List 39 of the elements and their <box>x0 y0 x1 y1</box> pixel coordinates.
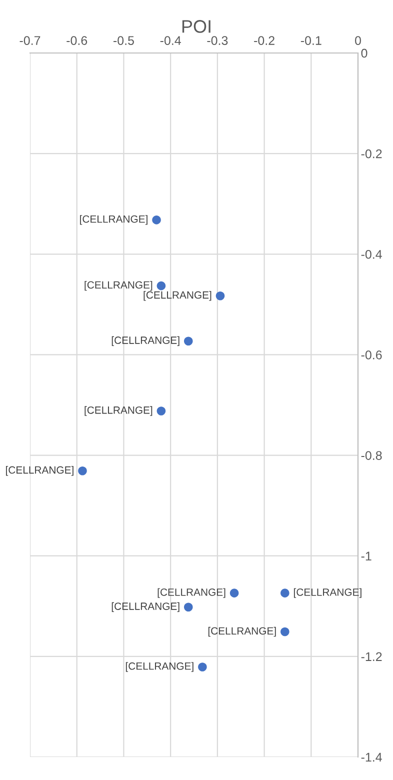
x-tick-label: -0.6 <box>66 36 88 45</box>
point <box>280 588 290 598</box>
point <box>216 291 225 300</box>
y-tick-label: 0 <box>361 48 368 58</box>
annotation: [CELLRANGE] <box>112 336 180 346</box>
annotation: [CELLRANGE] <box>294 588 362 598</box>
point <box>156 281 166 290</box>
annotation: [CELLRANGE] <box>6 466 74 476</box>
annotation: [CELLRANGE] <box>112 602 180 612</box>
point <box>78 466 87 476</box>
x-tick-label: -0.1 <box>300 36 322 45</box>
annotation: [CELLRANGE] <box>126 662 194 672</box>
annotation: [CELLRANGE] <box>144 291 212 301</box>
y-tick-label: -1.2 <box>361 652 382 661</box>
annotation: [CELLRANGE] <box>84 280 152 291</box>
annotation: [CELLRANGE] <box>208 626 276 637</box>
x-tick-label: -0.3 <box>207 36 228 45</box>
x-tick-label: -0.5 <box>114 36 134 45</box>
point <box>156 406 166 416</box>
point <box>280 627 290 636</box>
y-tick-label: -1.4 <box>361 752 382 762</box>
y-tick-label: -1 <box>361 552 372 560</box>
x-tick-label: -0.4 <box>160 36 181 45</box>
point <box>230 588 239 598</box>
chart-title: POI <box>182 20 210 33</box>
annotation: [CELLRANGE] <box>158 588 226 598</box>
y-tick-label: -0.6 <box>361 350 382 360</box>
point <box>184 336 193 346</box>
x-tick-label: 0 <box>355 36 361 45</box>
annotation: [CELLRANGE] <box>80 215 148 225</box>
x-tick-label: -0.2 <box>254 36 274 45</box>
point <box>152 216 161 224</box>
point <box>184 602 193 612</box>
point <box>198 662 207 672</box>
y-tick-label: -0.2 <box>361 149 382 158</box>
y-tick-label: -0.8 <box>361 451 382 460</box>
annotation: [CELLRANGE] <box>84 406 152 416</box>
x-tick-label: -0.7 <box>20 36 40 45</box>
y-tick-label: -0.4 <box>361 250 382 259</box>
